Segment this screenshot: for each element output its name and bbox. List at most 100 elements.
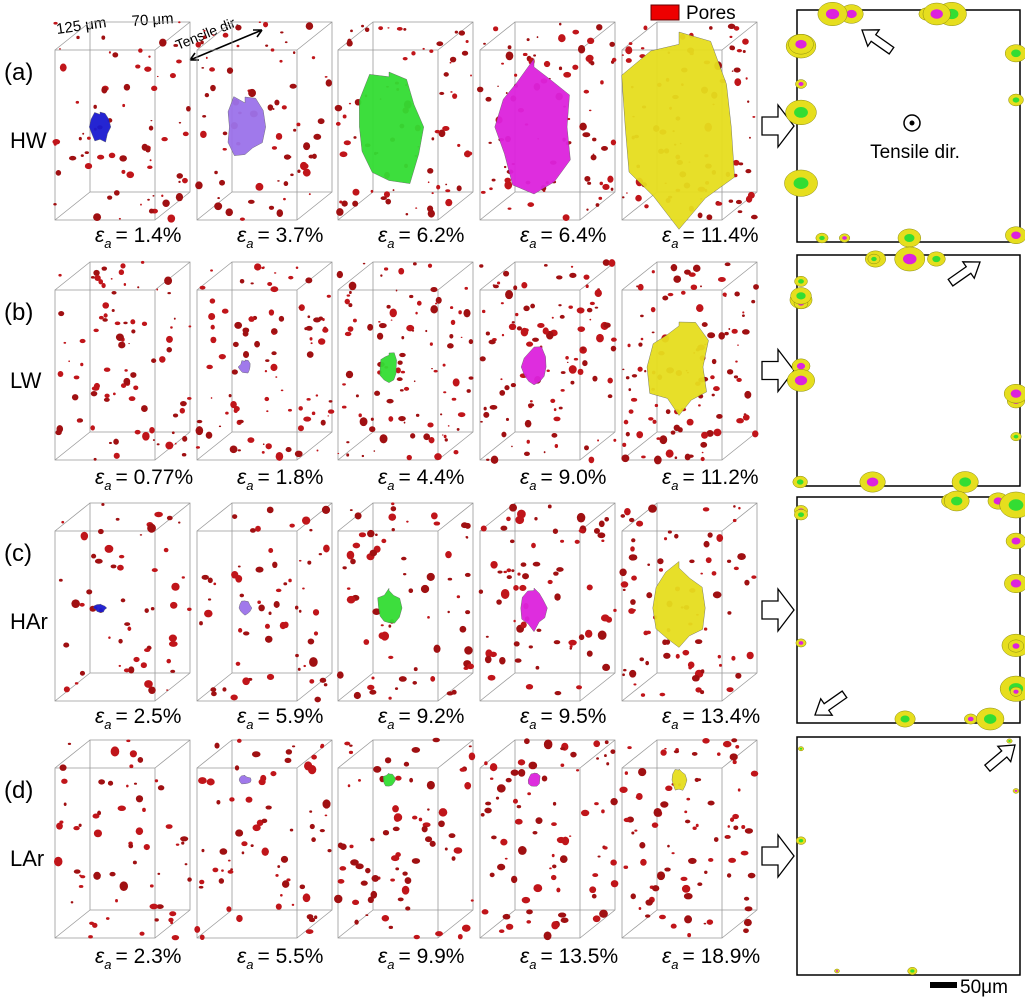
pore xyxy=(355,394,359,398)
pore xyxy=(235,661,241,666)
pore xyxy=(297,169,301,174)
pore xyxy=(384,757,392,764)
pore xyxy=(745,77,748,80)
strain-symbol: ε xyxy=(95,466,105,489)
pore xyxy=(636,431,644,439)
pore xyxy=(613,608,617,613)
pore xyxy=(583,274,590,280)
pore xyxy=(133,782,138,785)
pore xyxy=(90,391,98,397)
strain-symbol: ε xyxy=(378,466,388,489)
strain-label: εa = 5.9% xyxy=(237,705,323,732)
pore xyxy=(652,419,657,424)
pore xyxy=(586,37,595,45)
strain-subscript: a xyxy=(104,478,111,493)
pore xyxy=(319,829,325,833)
pore xyxy=(348,303,353,308)
strain-label: εa = 1.4% xyxy=(95,224,181,251)
pore xyxy=(348,281,357,291)
pore xyxy=(592,915,601,923)
pore xyxy=(133,656,140,663)
pore xyxy=(667,530,672,534)
pore xyxy=(598,196,603,200)
pore xyxy=(670,923,677,929)
strain-label: εa = 13.4% xyxy=(662,705,760,732)
pore xyxy=(352,542,361,549)
pore xyxy=(268,309,275,316)
pore xyxy=(118,554,125,559)
pore xyxy=(238,419,244,424)
pore xyxy=(382,830,390,836)
pore xyxy=(380,196,387,201)
pore xyxy=(684,810,688,814)
pore xyxy=(735,744,740,749)
pore xyxy=(603,846,608,850)
pore xyxy=(636,520,644,527)
pore xyxy=(646,592,653,599)
scale-bar-label: 50μm xyxy=(960,977,1008,998)
pore xyxy=(130,319,136,325)
pore xyxy=(255,525,261,532)
pore xyxy=(611,57,617,62)
pore xyxy=(265,805,272,810)
pore xyxy=(103,397,110,402)
box-frame xyxy=(337,261,474,461)
pore xyxy=(733,505,736,508)
pore xyxy=(636,792,643,801)
pore xyxy=(70,901,74,904)
pore xyxy=(400,370,406,374)
strain-label: εa = 9.9% xyxy=(378,945,464,972)
pore xyxy=(541,775,548,782)
pore xyxy=(703,627,708,631)
pore xyxy=(512,798,518,804)
strain-subscript: a xyxy=(104,957,111,972)
tensile-dir-arrow xyxy=(189,29,263,61)
pore xyxy=(606,762,610,766)
pore xyxy=(270,328,278,335)
pore xyxy=(255,566,264,573)
pore xyxy=(78,823,82,827)
pore xyxy=(346,587,351,590)
pore xyxy=(733,566,739,571)
pore xyxy=(380,274,383,277)
pore xyxy=(582,132,591,138)
pore xyxy=(445,198,453,207)
pore xyxy=(551,316,554,319)
pore xyxy=(706,214,713,221)
pore xyxy=(126,171,135,179)
pore xyxy=(67,742,72,745)
pore xyxy=(379,434,388,444)
pore xyxy=(392,189,395,192)
pore xyxy=(305,277,313,284)
pore xyxy=(465,610,471,615)
pore xyxy=(204,609,213,618)
pore xyxy=(459,767,466,772)
pore xyxy=(79,874,82,877)
pore xyxy=(149,903,159,910)
pore xyxy=(722,740,732,748)
pore xyxy=(93,457,97,461)
pore xyxy=(645,899,653,906)
pore xyxy=(369,549,378,557)
pore xyxy=(406,520,409,523)
pore xyxy=(675,653,680,659)
pore xyxy=(151,358,157,363)
pore xyxy=(115,898,118,903)
pore xyxy=(309,337,313,341)
pore xyxy=(728,199,734,203)
pore xyxy=(569,272,577,278)
pore xyxy=(500,838,508,846)
fracture-cluster xyxy=(494,58,571,195)
pore xyxy=(711,393,715,397)
pore xyxy=(630,893,636,900)
fracture-patch-core xyxy=(900,715,910,723)
pore xyxy=(630,599,636,605)
panel-label: (b) xyxy=(4,299,33,326)
pore xyxy=(292,51,296,55)
pore xyxy=(680,876,688,882)
pore xyxy=(747,191,755,199)
strain-symbol: ε xyxy=(520,224,530,247)
pore xyxy=(86,136,91,140)
pore xyxy=(590,154,597,161)
pore xyxy=(599,181,604,186)
